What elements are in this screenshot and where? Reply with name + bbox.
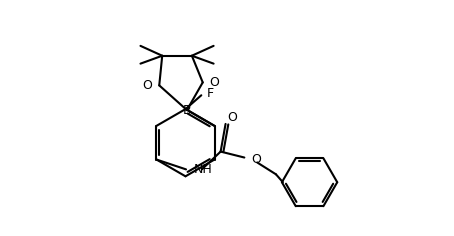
Text: F: F	[207, 87, 214, 100]
Text: O: O	[251, 153, 261, 166]
Text: NH: NH	[194, 163, 212, 176]
Text: O: O	[227, 110, 237, 123]
Text: O: O	[143, 79, 153, 92]
Text: B: B	[183, 104, 191, 117]
Text: O: O	[210, 76, 220, 89]
